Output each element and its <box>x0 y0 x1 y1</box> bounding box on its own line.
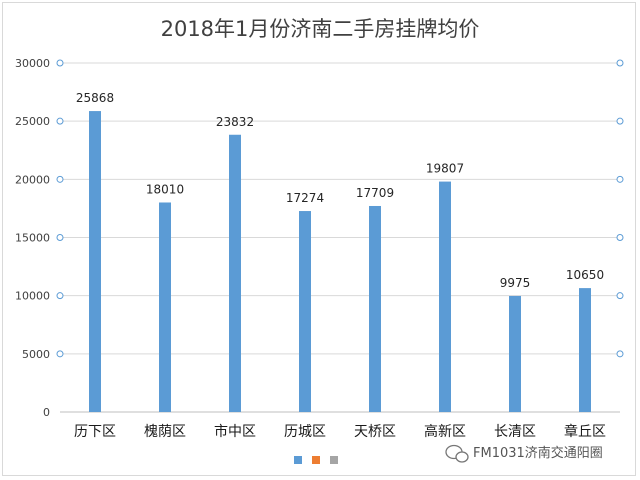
legend-swatch <box>312 456 320 464</box>
watermark-text: FM1031济南交通阳圈 <box>473 445 603 461</box>
gridline-handle-left <box>56 350 64 358</box>
x-tick-label: 市中区 <box>214 423 256 440</box>
chart-title: 2018年1月份济南二手房挂牌均价 <box>161 17 480 41</box>
data-label: 25868 <box>76 91 114 105</box>
bar <box>299 211 311 412</box>
legend-swatch <box>294 456 302 464</box>
x-tick-label: 高新区 <box>424 423 466 440</box>
data-label: 19807 <box>426 162 464 176</box>
chart-frame <box>2 2 636 476</box>
bar <box>439 181 451 412</box>
gridline-handle-left <box>56 292 64 300</box>
gridline-handle-right <box>616 234 624 241</box>
data-label: 23832 <box>216 115 254 129</box>
y-tick-label: 10000 <box>15 290 50 303</box>
y-axis-ticks: 0 5000 10000 15000 20000 25000 30000 <box>15 57 50 419</box>
bar <box>159 202 171 412</box>
y-tick-label: 25000 <box>15 115 50 128</box>
x-tick-label: 章丘区 <box>564 423 606 440</box>
legend-swatch <box>330 456 338 464</box>
watermark: FM1031济南交通阳圈 <box>445 444 603 463</box>
legend <box>294 456 338 464</box>
gridline-handle-right <box>616 292 624 300</box>
data-label: 9975 <box>500 276 531 290</box>
y-tick-label: 20000 <box>15 173 50 186</box>
data-label: 17709 <box>356 186 394 200</box>
y-tick-label: 5000 <box>22 348 50 361</box>
y-tick-label: 0 <box>43 406 50 419</box>
bar <box>509 295 521 412</box>
y-tick-label: 15000 <box>15 232 50 245</box>
x-tick-label: 天桥区 <box>354 424 396 440</box>
bar <box>89 111 101 412</box>
bars <box>89 111 591 412</box>
gridline-handle-right <box>616 175 624 183</box>
gridline-handle-right <box>616 59 624 67</box>
x-tick-label: 长清区 <box>494 424 536 440</box>
gridline-handle-left <box>56 117 64 125</box>
wechat-icon <box>445 444 469 463</box>
data-label: 18010 <box>146 182 184 196</box>
data-label: 17274 <box>286 191 324 205</box>
gridline-handle-right <box>616 350 624 358</box>
gridline-handle-left <box>56 59 64 67</box>
x-tick-label: 历城区 <box>284 424 326 440</box>
gridline-handle-left <box>56 234 64 241</box>
data-labels: 25868 18010 23832 17274 17709 19807 9975 10650 <box>76 91 604 290</box>
x-tick-label: 槐荫区 <box>144 424 186 440</box>
bar <box>229 134 241 412</box>
bar <box>369 205 381 412</box>
gridline-handle-right <box>616 117 624 125</box>
y-tick-label: 30000 <box>15 57 50 70</box>
gridlines <box>56 59 624 413</box>
x-axis-labels: 历下区 槐荫区 市中区 历城区 天桥区 高新区 长清区 章丘区 <box>74 423 606 440</box>
gridline-handle-left <box>56 175 64 183</box>
data-label: 10650 <box>566 268 604 282</box>
bar <box>579 288 591 412</box>
x-tick-label: 历下区 <box>74 424 116 440</box>
